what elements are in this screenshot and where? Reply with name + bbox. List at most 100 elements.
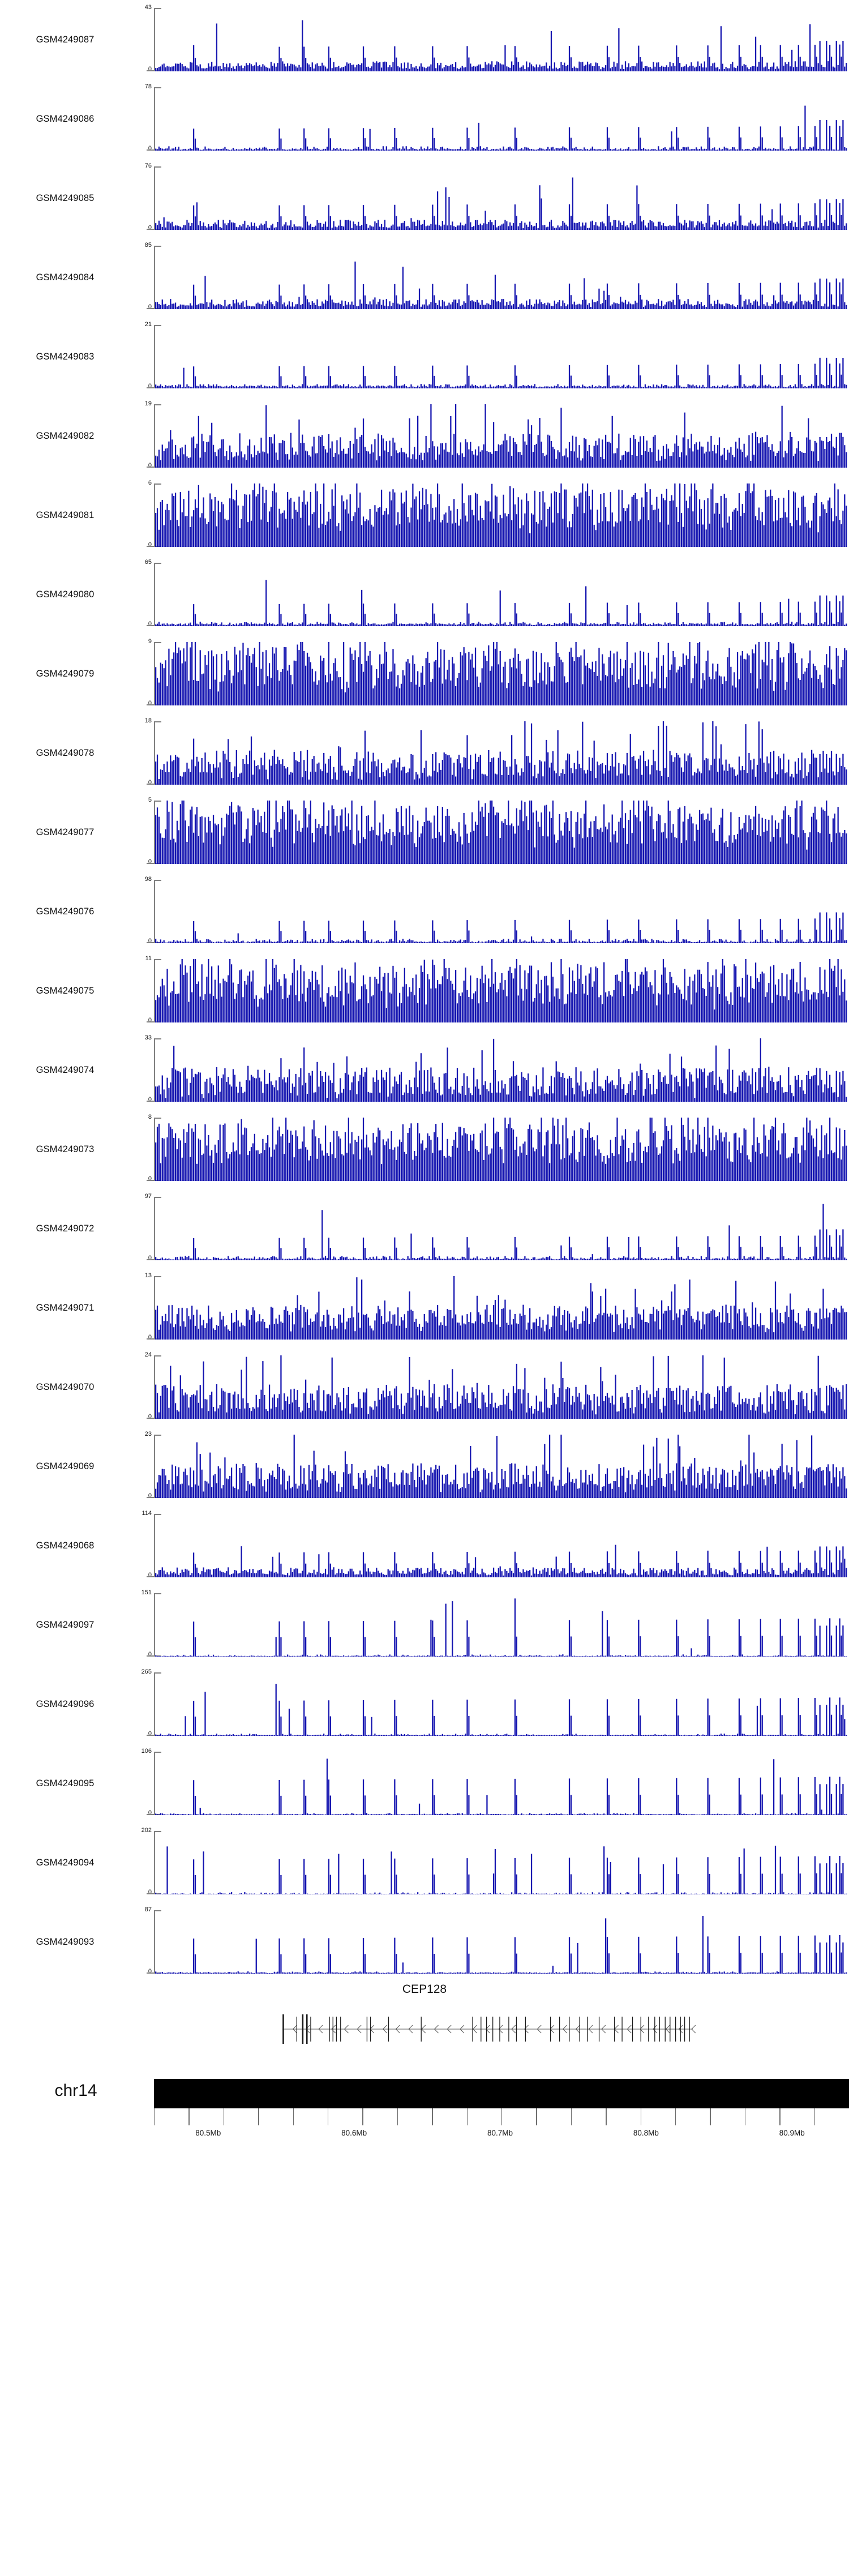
- chromosome-ideogram-bar[interactable]: [154, 2079, 849, 2108]
- coordinate-tick: [293, 2108, 294, 2125]
- track-plot[interactable]: 11 0: [131, 955, 847, 1024]
- track-label-gsm4249086[interactable]: GSM4249086: [36, 113, 95, 124]
- signal-histogram[interactable]: [155, 721, 847, 785]
- track-plot[interactable]: 21 0: [131, 321, 847, 390]
- track-label-gsm4249097[interactable]: GSM4249097: [36, 1619, 95, 1630]
- track-plot[interactable]: 106 0: [131, 1748, 847, 1816]
- track-plot[interactable]: 6 0: [131, 480, 847, 548]
- track-plot[interactable]: 85 0: [131, 242, 847, 310]
- track-plot[interactable]: 78 0: [131, 83, 847, 152]
- track-plot[interactable]: 18 0: [131, 717, 847, 786]
- track-plot[interactable]: 87 0: [131, 1906, 847, 1975]
- track-plot[interactable]: 33 0: [131, 1034, 847, 1103]
- signal-histogram[interactable]: [155, 325, 847, 388]
- track-plot[interactable]: 8 0: [131, 1114, 847, 1182]
- track-label-gsm4249078[interactable]: GSM4249078: [36, 747, 95, 758]
- signal-histogram[interactable]: [155, 1514, 847, 1577]
- track-plot[interactable]: 151 0: [131, 1589, 847, 1658]
- signal-histogram[interactable]: [155, 563, 847, 626]
- track-label-gsm4249094[interactable]: GSM4249094: [36, 1857, 95, 1868]
- coordinate-tick: [675, 2108, 676, 2125]
- axis-max-label: 85: [144, 242, 152, 249]
- track-label-gsm4249070[interactable]: GSM4249070: [36, 1381, 95, 1392]
- axis-top-tick: [154, 801, 161, 802]
- signal-track: GSM4249094 202 0: [0, 1823, 849, 1902]
- axis-max-label: 98: [144, 876, 152, 883]
- axis-top-tick: [154, 642, 161, 643]
- axis-max-label: 114: [142, 1510, 152, 1517]
- track-label-gsm4249082[interactable]: GSM4249082: [36, 430, 95, 441]
- signal-histogram[interactable]: [155, 959, 847, 1022]
- signal-histogram[interactable]: [155, 642, 847, 705]
- signal-histogram[interactable]: [155, 1672, 847, 1736]
- signal-histogram[interactable]: [155, 1355, 847, 1419]
- axis-bottom-tick: [147, 70, 161, 71]
- axis-bottom-tick: [147, 1655, 161, 1657]
- track-label-gsm4249068[interactable]: GSM4249068: [36, 1540, 95, 1551]
- track-label-gsm4249073[interactable]: GSM4249073: [36, 1144, 95, 1154]
- track-label-gsm4249069[interactable]: GSM4249069: [36, 1461, 95, 1471]
- signal-histogram[interactable]: [155, 880, 847, 943]
- track-plot[interactable]: 97 0: [131, 1193, 847, 1261]
- signal-histogram[interactable]: [155, 404, 847, 468]
- track-label-gsm4249074[interactable]: GSM4249074: [36, 1064, 95, 1075]
- axis-spine: [154, 1514, 155, 1577]
- track-label-gsm4249096[interactable]: GSM4249096: [36, 1698, 95, 1709]
- axis-min-label: 0: [148, 1175, 152, 1182]
- track-label-gsm4249093[interactable]: GSM4249093: [36, 1936, 95, 1947]
- signal-track: GSM4249077 5 0: [0, 793, 849, 872]
- signal-histogram[interactable]: [155, 1276, 847, 1340]
- track-plot[interactable]: 65 0: [131, 559, 847, 627]
- track-plot[interactable]: 23 0: [131, 1431, 847, 1499]
- track-label-gsm4249077[interactable]: GSM4249077: [36, 827, 95, 837]
- signal-histogram[interactable]: [155, 1752, 847, 1815]
- signal-histogram[interactable]: [155, 1910, 847, 1974]
- track-label-gsm4249079[interactable]: GSM4249079: [36, 668, 95, 679]
- signal-track: GSM4249079 9 0: [0, 634, 849, 713]
- track-label-gsm4249083[interactable]: GSM4249083: [36, 351, 95, 362]
- signal-histogram[interactable]: [155, 483, 847, 547]
- axis-spine: [154, 1038, 155, 1102]
- signal-histogram[interactable]: [155, 1831, 847, 1894]
- track-plot[interactable]: 98 0: [131, 876, 847, 944]
- track-plot[interactable]: 19 0: [131, 400, 847, 469]
- track-plot[interactable]: 265 0: [131, 1668, 847, 1737]
- signal-histogram[interactable]: [155, 1197, 847, 1260]
- signal-histogram[interactable]: [155, 1038, 847, 1102]
- track-plot[interactable]: 76 0: [131, 162, 847, 231]
- signal-histogram[interactable]: [155, 166, 847, 230]
- signal-histogram[interactable]: [155, 246, 847, 309]
- track-label-gsm4249075[interactable]: GSM4249075: [36, 985, 95, 996]
- track-plot[interactable]: 13 0: [131, 1272, 847, 1341]
- signal-histogram[interactable]: [155, 8, 847, 71]
- track-label-gsm4249084[interactable]: GSM4249084: [36, 272, 95, 283]
- track-label-gsm4249085[interactable]: GSM4249085: [36, 192, 95, 203]
- signal-histogram[interactable]: [155, 87, 847, 151]
- signal-histogram[interactable]: [155, 1118, 847, 1181]
- axis-top-tick: [154, 721, 161, 722]
- track-label-gsm4249071[interactable]: GSM4249071: [36, 1302, 95, 1313]
- signal-histogram[interactable]: [155, 1435, 847, 1498]
- track-plot[interactable]: 5 0: [131, 797, 847, 865]
- axis-spine: [154, 87, 155, 151]
- track-plot[interactable]: 114 0: [131, 1510, 847, 1578]
- gene-model[interactable]: [154, 2001, 849, 2063]
- signal-histogram[interactable]: [155, 801, 847, 864]
- axis-spine: [154, 1435, 155, 1498]
- track-label-gsm4249095[interactable]: GSM4249095: [36, 1778, 95, 1788]
- track-plot[interactable]: 9 0: [131, 638, 847, 707]
- track-label-gsm4249081[interactable]: GSM4249081: [36, 510, 95, 520]
- axis-min-label: 0: [148, 1651, 152, 1658]
- axis-top-tick: [154, 1355, 161, 1357]
- track-label-gsm4249076[interactable]: GSM4249076: [36, 906, 95, 917]
- track-label-gsm4249080[interactable]: GSM4249080: [36, 589, 95, 600]
- signal-track: GSM4249080 65 0: [0, 555, 849, 634]
- track-plot[interactable]: 24 0: [131, 1351, 847, 1420]
- signal-histogram[interactable]: [155, 1593, 847, 1657]
- axis-min-label: 0: [148, 1017, 152, 1024]
- track-label-gsm4249087[interactable]: GSM4249087: [36, 34, 95, 45]
- track-label-gsm4249072[interactable]: GSM4249072: [36, 1223, 95, 1234]
- track-plot[interactable]: 43 0: [131, 4, 847, 72]
- track-plot[interactable]: 202 0: [131, 1827, 847, 1895]
